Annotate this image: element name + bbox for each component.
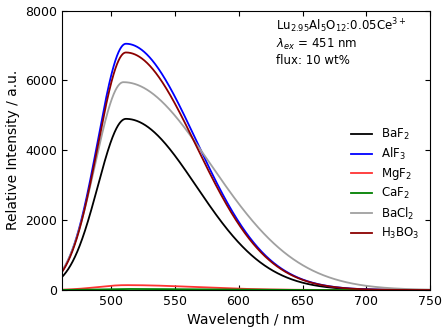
H$_3$BO$_3$ — [204, 165, 209, 169]
MgF$_2$ — [392, 288, 397, 292]
MgF$_2$ — [433, 288, 439, 292]
AlF$_3$ — [204, 161, 209, 165]
H$_3$BO$_3$ — [123, 51, 129, 55]
BaF$_2$ — [204, 199, 209, 203]
BaCl$_2$ — [433, 288, 439, 292]
AlF$_3$ — [57, 273, 62, 277]
CaF$_2$ — [433, 288, 439, 292]
H$_3$BO$_3$ — [433, 288, 439, 292]
H$_3$BO$_3$ — [123, 51, 129, 55]
BaF$_2$ — [123, 117, 129, 121]
Text: Lu$_{2.95}$Al$_5$O$_{12}$:0.05Ce$^{3+}$
$\lambda_{ex}$ = 451 nm
flux: 10 wt%: Lu$_{2.95}$Al$_5$O$_{12}$:0.05Ce$^{3+}$ … — [276, 16, 406, 67]
MgF$_2$ — [123, 283, 129, 287]
H$_3$BO$_3$ — [440, 288, 446, 292]
Legend: BaF$_2$, AlF$_3$, MgF$_2$, CaF$_2$, BaCl$_2$, H$_3$BO$_3$: BaF$_2$, AlF$_3$, MgF$_2$, CaF$_2$, BaCl… — [346, 122, 425, 246]
BaCl$_2$ — [221, 180, 226, 184]
CaF$_2$ — [392, 288, 397, 292]
AlF$_3$ — [221, 193, 226, 197]
AlF$_3$ — [100, 111, 106, 115]
BaF$_2$ — [221, 222, 226, 226]
H$_3$BO$_3$ — [392, 288, 397, 292]
CaF$_2$ — [57, 288, 62, 292]
Y-axis label: Relative Intensity / a.u.: Relative Intensity / a.u. — [5, 70, 20, 230]
CaF$_2$ — [123, 287, 129, 291]
BaF$_2$ — [392, 288, 397, 292]
CaF$_2$ — [100, 287, 106, 291]
Line: MgF$_2$: MgF$_2$ — [60, 285, 443, 290]
BaF$_2$ — [57, 277, 62, 281]
H$_3$BO$_3$ — [221, 197, 226, 201]
CaF$_2$ — [123, 287, 129, 291]
X-axis label: Wavelength / nm: Wavelength / nm — [187, 313, 305, 327]
BaCl$_2$ — [123, 80, 129, 84]
MgF$_2$ — [57, 288, 62, 292]
CaF$_2$ — [204, 287, 209, 291]
BaCl$_2$ — [121, 80, 126, 84]
H$_3$BO$_3$ — [57, 273, 62, 277]
BaF$_2$ — [433, 288, 439, 292]
BaF$_2$ — [440, 288, 446, 292]
BaCl$_2$ — [100, 127, 106, 131]
AlF$_3$ — [123, 42, 129, 46]
MgF$_2$ — [123, 283, 129, 287]
AlF$_3$ — [433, 288, 439, 292]
MgF$_2$ — [221, 286, 226, 290]
Line: H$_3$BO$_3$: H$_3$BO$_3$ — [60, 53, 443, 290]
BaCl$_2$ — [57, 272, 62, 276]
MgF$_2$ — [440, 288, 446, 292]
BaCl$_2$ — [392, 286, 397, 290]
AlF$_3$ — [123, 42, 129, 46]
H$_3$BO$_3$ — [100, 117, 106, 121]
BaCl$_2$ — [440, 288, 446, 292]
Line: BaF$_2$: BaF$_2$ — [60, 119, 443, 290]
BaF$_2$ — [123, 117, 129, 121]
BaCl$_2$ — [204, 157, 209, 161]
Line: BaCl$_2$: BaCl$_2$ — [60, 82, 443, 290]
BaF$_2$ — [100, 165, 106, 168]
CaF$_2$ — [440, 288, 446, 292]
CaF$_2$ — [221, 288, 226, 292]
Line: AlF$_3$: AlF$_3$ — [60, 44, 443, 290]
Line: CaF$_2$: CaF$_2$ — [60, 289, 443, 290]
MgF$_2$ — [100, 284, 106, 288]
AlF$_3$ — [440, 288, 446, 292]
AlF$_3$ — [392, 288, 397, 292]
MgF$_2$ — [204, 285, 209, 289]
